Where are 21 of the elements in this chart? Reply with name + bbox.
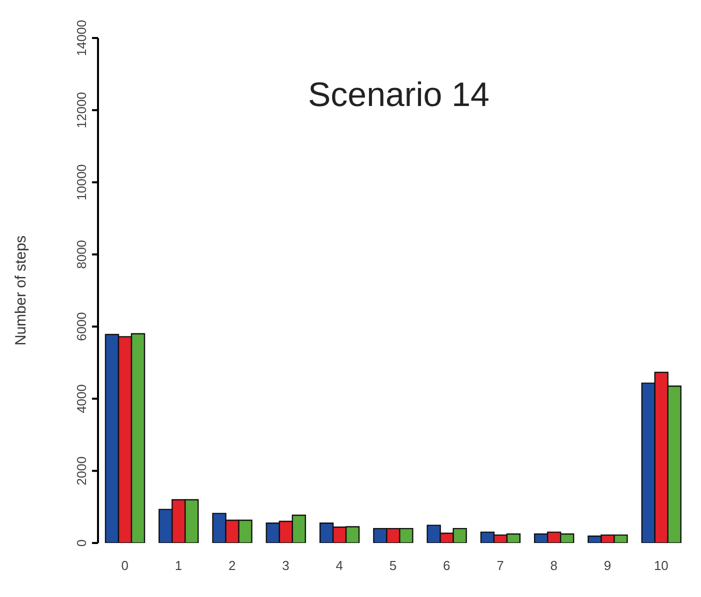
y-tick-label: 0 bbox=[74, 539, 89, 547]
text: Scenario 14 bbox=[308, 76, 490, 115]
x-tick-label: 5 bbox=[389, 558, 397, 574]
x-tick-label: 4 bbox=[336, 558, 343, 574]
y-tick-label: 6000 bbox=[74, 312, 89, 342]
x-tick-label: 3 bbox=[282, 558, 290, 574]
y-tick-label: 4000 bbox=[74, 384, 89, 414]
y-tick-label: 8000 bbox=[74, 240, 89, 269]
x-tick-label: 7 bbox=[496, 558, 504, 574]
x-tick-label: 8 bbox=[550, 558, 558, 574]
x-tick-label: 10 bbox=[654, 558, 668, 574]
y-axis-title: Number of steps bbox=[12, 235, 30, 346]
y-tick-label: 2000 bbox=[74, 456, 89, 486]
y-tick-label: 14000 bbox=[74, 20, 89, 56]
x-tick-label: 1 bbox=[174, 558, 182, 574]
y-tick-label: 10000 bbox=[74, 164, 89, 200]
y-tick-label: 12000 bbox=[74, 92, 89, 128]
x-tick-label: 0 bbox=[121, 558, 128, 574]
x-tick-label: 2 bbox=[228, 558, 236, 574]
x-tick-label: 9 bbox=[604, 558, 612, 574]
x-tick-label: 6 bbox=[443, 558, 450, 574]
